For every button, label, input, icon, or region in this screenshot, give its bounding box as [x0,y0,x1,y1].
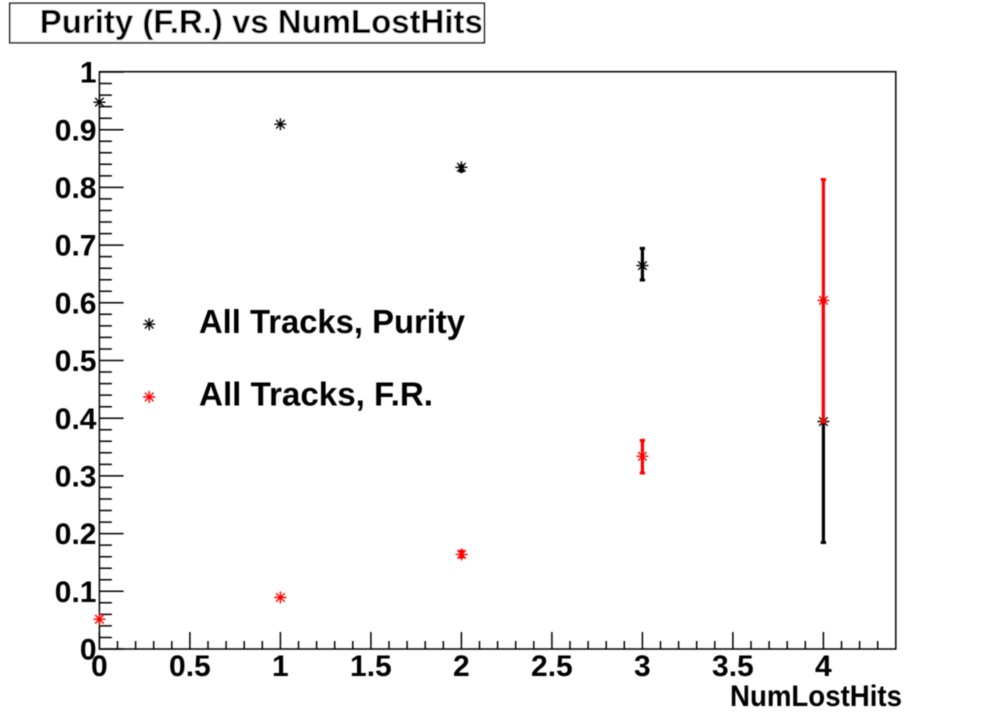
svg-text:0.5: 0.5 [169,650,211,683]
svg-text:0.5: 0.5 [55,345,97,378]
svg-text:0.9: 0.9 [55,114,97,147]
svg-text:0: 0 [91,650,108,683]
svg-text:3.5: 3.5 [712,650,754,683]
svg-text:Purity (F.R.) vs NumLostHits: Purity (F.R.) vs NumLostHits [40,3,483,40]
svg-text:1: 1 [272,650,289,683]
svg-text:0: 0 [80,634,97,667]
svg-text:0.7: 0.7 [55,230,97,263]
svg-text:NumLostHits: NumLostHits [730,680,902,713]
svg-text:0.1: 0.1 [55,576,97,609]
svg-text:1: 1 [80,57,97,90]
svg-text:3: 3 [634,650,651,683]
svg-text:0.6: 0.6 [55,287,97,320]
svg-text:2: 2 [453,650,470,683]
svg-text:All Tracks, F.R.: All Tracks, F.R. [199,375,433,412]
svg-text:0.4: 0.4 [55,403,97,436]
svg-text:0.3: 0.3 [55,461,97,494]
svg-text:All Tracks, Purity: All Tracks, Purity [199,303,466,340]
svg-text:4: 4 [815,650,832,683]
svg-text:0.8: 0.8 [55,172,97,205]
svg-text:1.5: 1.5 [350,650,392,683]
svg-text:0.2: 0.2 [55,518,97,551]
svg-text:2.5: 2.5 [531,650,573,683]
